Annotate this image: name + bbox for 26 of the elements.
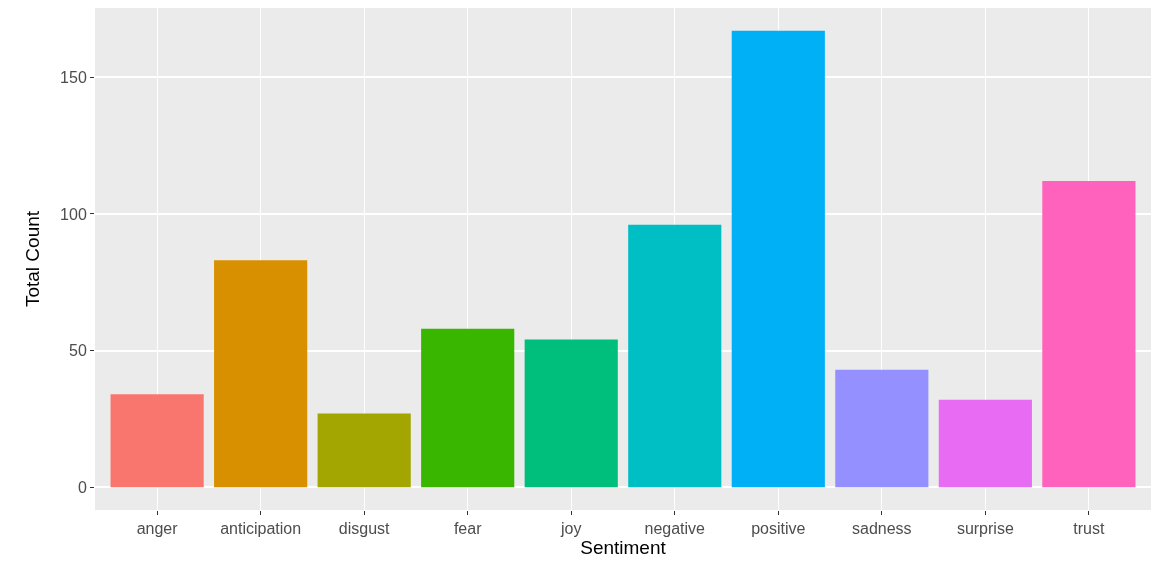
x-tick-label: negative [644, 520, 706, 538]
x-tick-label: anticipation [220, 520, 302, 538]
x-tick-label: sadness [852, 520, 912, 538]
bar [110, 394, 204, 488]
x-axis-title: Sentiment [580, 537, 667, 559]
bar [731, 30, 825, 488]
x-tick-label: anger [136, 520, 179, 538]
bar [317, 413, 411, 488]
y-tick-label: 0 [77, 478, 87, 496]
x-tick-label: joy [560, 520, 582, 538]
bar [1042, 181, 1136, 488]
bar [524, 339, 618, 488]
bar [938, 399, 1032, 488]
bar [421, 328, 515, 488]
y-tick-label: 50 [69, 342, 87, 360]
x-tick-label: disgust [338, 520, 391, 538]
y-tick-label: 100 [60, 205, 87, 223]
x-tick-label: positive [751, 520, 806, 538]
y-axis-title: Total Count [21, 210, 43, 308]
bar [214, 260, 308, 488]
x-tick-label: surprise [956, 520, 1014, 538]
y-tick-label: 150 [60, 68, 87, 86]
x-tick-label: fear [453, 520, 483, 538]
x-tick-label: trust [1073, 520, 1105, 538]
bar [628, 224, 722, 488]
bar [835, 369, 929, 488]
